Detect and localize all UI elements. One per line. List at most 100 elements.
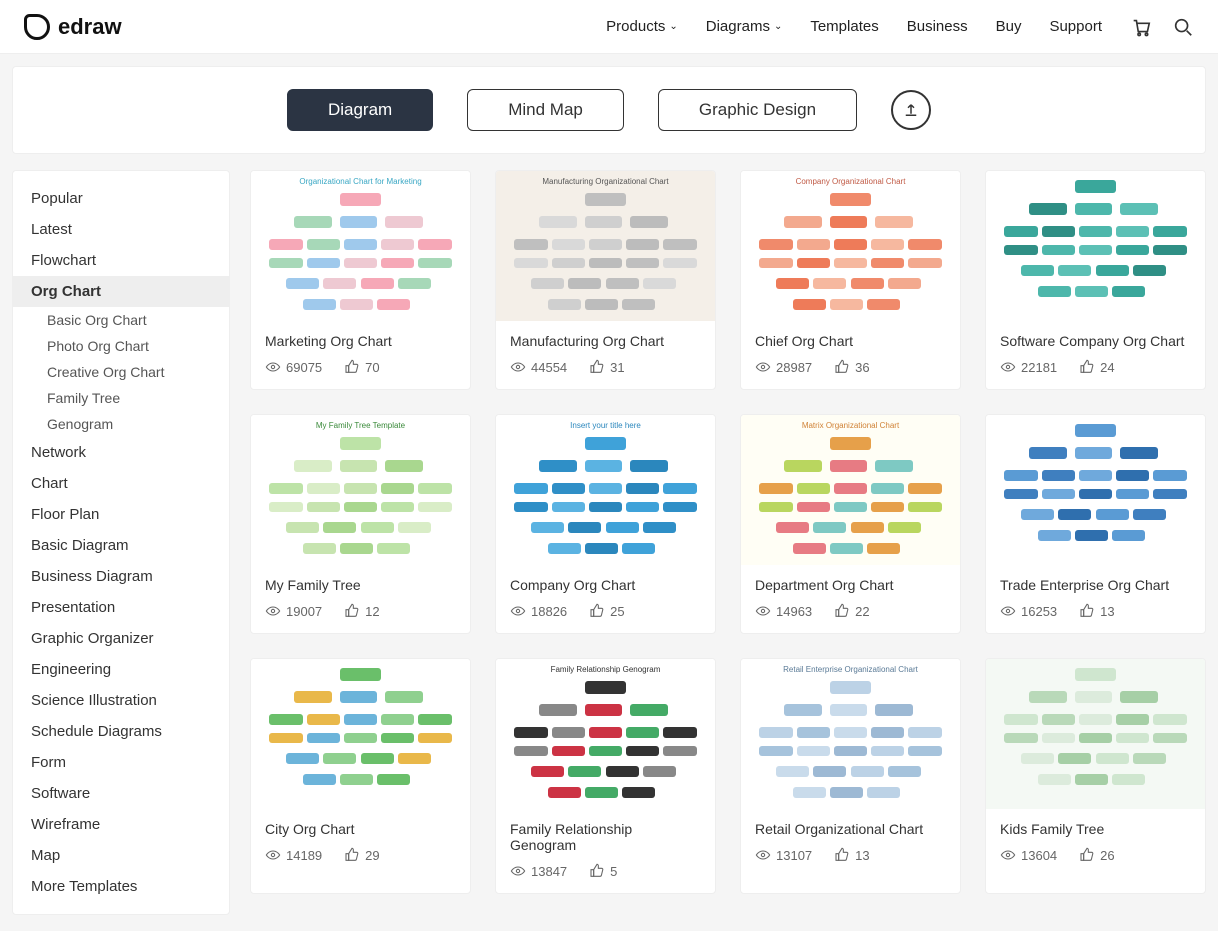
template-stats: 1882625 (510, 603, 701, 619)
views-stat: 69075 (265, 359, 322, 375)
org-chart-preview (502, 190, 709, 320)
eye-icon (1000, 603, 1016, 619)
sidebar-item-schedule-diagrams[interactable]: Schedule Diagrams (13, 716, 229, 747)
sidebar-item-more-templates[interactable]: More Templates (13, 871, 229, 902)
thumbs-up-icon (589, 359, 605, 375)
likes-count: 31 (610, 360, 624, 375)
template-stats: 44554 31 (510, 359, 701, 375)
template-thumbnail (986, 659, 1205, 809)
sidebar-item-popular[interactable]: Popular (13, 183, 229, 214)
sidebar-item-engineering[interactable]: Engineering (13, 654, 229, 685)
sidebar-subitem-photo-org-chart[interactable]: Photo Org Chart (13, 333, 229, 359)
template-title: Chief Org Chart (755, 333, 946, 349)
tab-graphic-design[interactable]: Graphic Design (658, 89, 857, 131)
org-chart-preview (257, 665, 464, 795)
template-card[interactable]: Retail Enterprise Organizational ChartRe… (740, 658, 961, 894)
template-thumbnail: Insert your title here (496, 415, 715, 565)
sidebar-item-chart[interactable]: Chart (13, 468, 229, 499)
eye-icon (510, 863, 526, 879)
template-stats: 1360426 (1000, 847, 1191, 863)
org-chart-preview (257, 434, 464, 564)
eye-icon (265, 847, 281, 863)
sidebar-item-flowchart[interactable]: Flowchart (13, 245, 229, 276)
upload-button[interactable] (891, 90, 931, 130)
thumbs-up-icon (344, 359, 360, 375)
cart-icon[interactable] (1130, 16, 1152, 38)
eye-icon (265, 359, 281, 375)
template-title: Kids Family Tree (1000, 821, 1191, 837)
tab-diagram[interactable]: Diagram (287, 89, 433, 131)
nav-item-support[interactable]: Support (1049, 18, 1102, 35)
sidebar-item-map[interactable]: Map (13, 840, 229, 871)
views-stat: 13107 (755, 847, 812, 863)
sidebar-item-org-chart[interactable]: Org Chart (13, 276, 229, 307)
template-card[interactable]: Company Organizational ChartChief Org Ch… (740, 170, 961, 390)
views-stat: 44554 (510, 359, 567, 375)
template-thumbnail (986, 415, 1205, 565)
template-thumbnail (986, 171, 1205, 321)
sidebar-item-form[interactable]: Form (13, 747, 229, 778)
sidebar-subitem-family-tree[interactable]: Family Tree (13, 385, 229, 411)
views-stat: 22181 (1000, 359, 1057, 375)
eye-icon (755, 359, 771, 375)
template-card[interactable]: Organizational Chart for MarketingMarket… (250, 170, 471, 390)
category-sidebar: PopularLatestFlowchartOrg ChartBasic Org… (12, 170, 230, 915)
sidebar-item-floor-plan[interactable]: Floor Plan (13, 499, 229, 530)
header-icons (1130, 16, 1194, 38)
nav-item-buy[interactable]: Buy (996, 18, 1022, 35)
nav-item-business[interactable]: Business (907, 18, 968, 35)
template-stats: 1625313 (1000, 603, 1191, 619)
sidebar-item-software[interactable]: Software (13, 778, 229, 809)
template-card[interactable]: Manufacturing Organizational ChartManufa… (495, 170, 716, 390)
template-title: Marketing Org Chart (265, 333, 456, 349)
views-stat: 14963 (755, 603, 812, 619)
thumbnail-label: Insert your title here (502, 421, 709, 430)
template-card[interactable]: Trade Enterprise Org Chart1625313 (985, 414, 1206, 634)
likes-stat: 12 (344, 603, 379, 619)
search-icon[interactable] (1172, 16, 1194, 38)
sidebar-item-latest[interactable]: Latest (13, 214, 229, 245)
template-thumbnail: Family Relationship Genogram (496, 659, 715, 809)
template-card[interactable]: My Family Tree TemplateMy Family Tree190… (250, 414, 471, 634)
likes-count: 13 (1100, 604, 1114, 619)
template-card[interactable]: Matrix Organizational ChartDepartment Or… (740, 414, 961, 634)
brand-logo[interactable]: edraw (24, 14, 122, 40)
sidebar-subitem-basic-org-chart[interactable]: Basic Org Chart (13, 307, 229, 333)
thumbs-up-icon (1079, 603, 1095, 619)
likes-count: 25 (610, 604, 624, 619)
nav-item-templates[interactable]: Templates (810, 18, 878, 35)
tab-mind-map[interactable]: Mind Map (467, 89, 624, 131)
sidebar-item-presentation[interactable]: Presentation (13, 592, 229, 623)
sidebar-item-wireframe[interactable]: Wireframe (13, 809, 229, 840)
nav-item-diagrams[interactable]: Diagrams⌄ (706, 18, 783, 35)
upload-icon (902, 101, 920, 119)
template-card[interactable]: City Org Chart1418929 (250, 658, 471, 894)
eye-icon (1000, 359, 1016, 375)
sidebar-item-network[interactable]: Network (13, 437, 229, 468)
views-count: 13107 (776, 848, 812, 863)
template-card[interactable]: Insert your title here Company Org Chart 1… (495, 414, 716, 634)
template-stats: 2218124 (1000, 359, 1191, 375)
template-title: Software Company Org Chart (1000, 333, 1191, 349)
thumbs-up-icon (1079, 847, 1095, 863)
template-title: Company Org Chart (510, 577, 701, 593)
nav-item-products[interactable]: Products⌄ (606, 18, 678, 35)
thumbs-up-icon (834, 603, 850, 619)
sidebar-item-basic-diagram[interactable]: Basic Diagram (13, 530, 229, 561)
views-count: 13847 (531, 864, 567, 879)
eye-icon (510, 359, 526, 375)
views-count: 14963 (776, 604, 812, 619)
sidebar-subitem-creative-org-chart[interactable]: Creative Org Chart (13, 359, 229, 385)
likes-stat: 70 (344, 359, 379, 375)
likes-count: 13 (855, 848, 869, 863)
sidebar-item-graphic-organizer[interactable]: Graphic Organizer (13, 623, 229, 654)
sidebar-item-science-illustration[interactable]: Science Illustration (13, 685, 229, 716)
org-chart-preview (992, 665, 1199, 795)
template-card[interactable]: Software Company Org Chart 2218124 (985, 170, 1206, 390)
sidebar-item-business-diagram[interactable]: Business Diagram (13, 561, 229, 592)
template-card[interactable]: Kids Family Tree 1360426 (985, 658, 1206, 894)
likes-stat: 25 (589, 603, 624, 619)
views-count: 22181 (1021, 360, 1057, 375)
template-card[interactable]: Family Relationship GenogramFamily Relat… (495, 658, 716, 894)
sidebar-subitem-genogram[interactable]: Genogram (13, 411, 229, 437)
